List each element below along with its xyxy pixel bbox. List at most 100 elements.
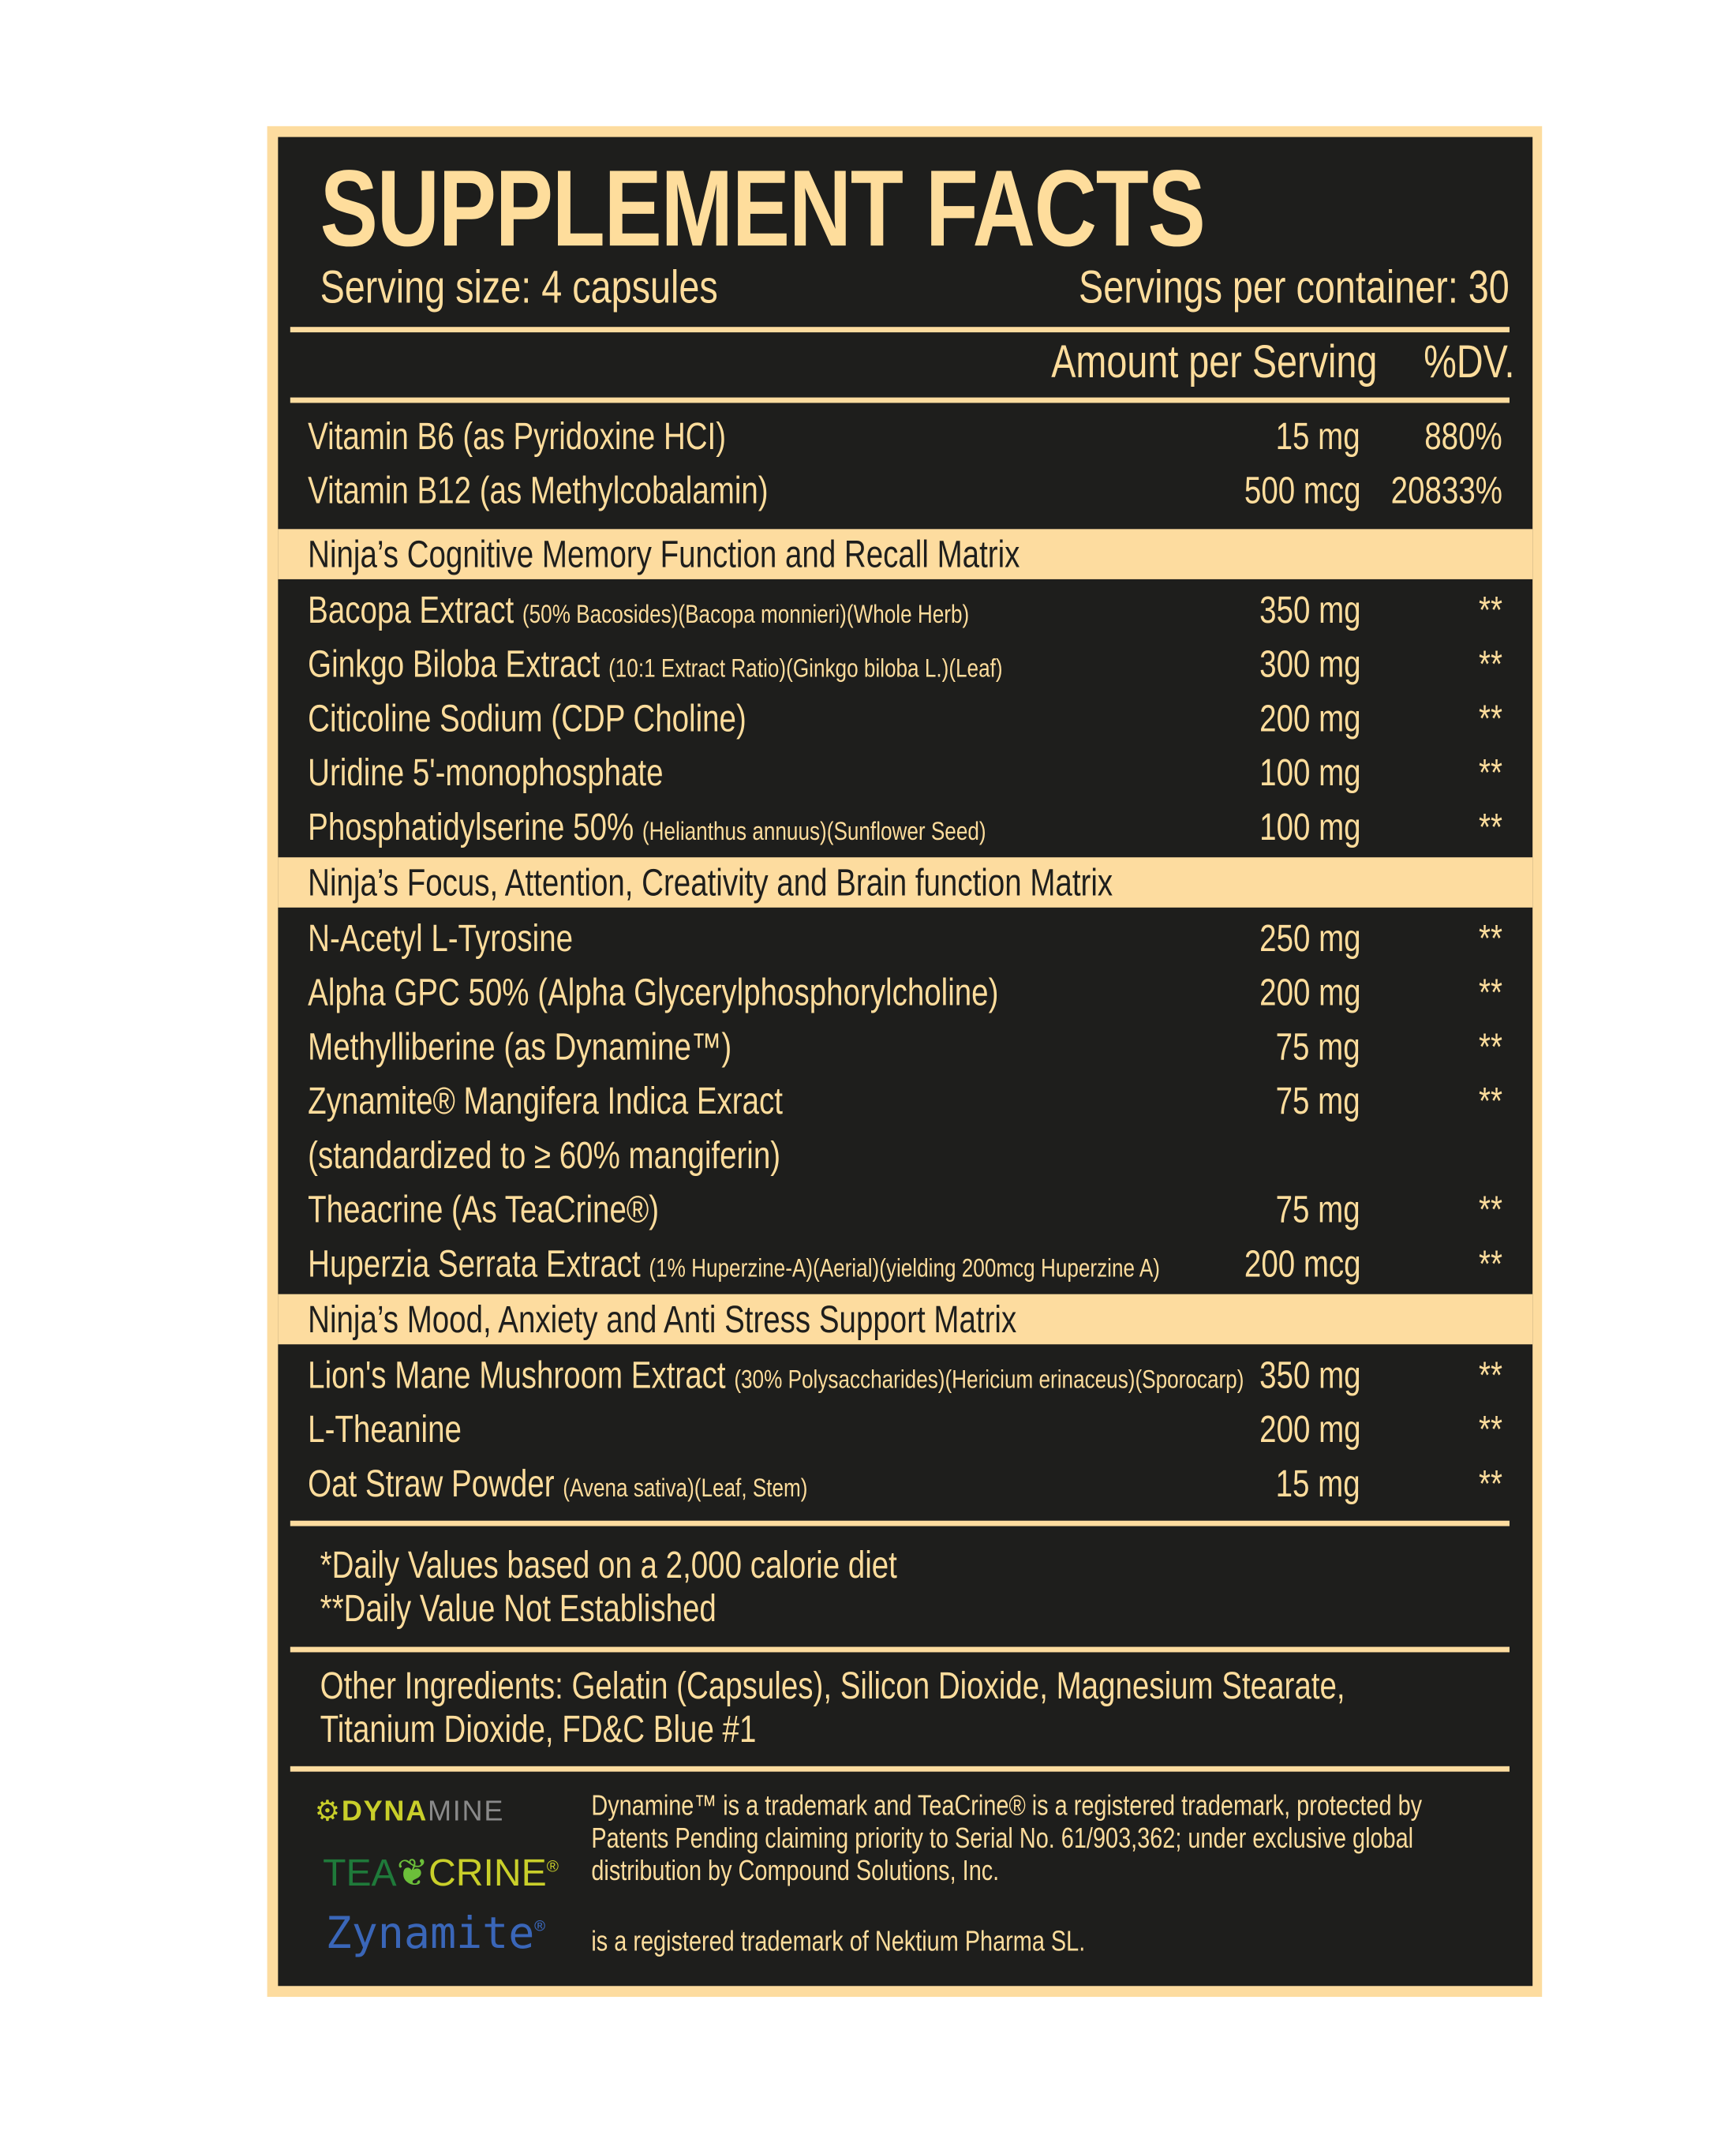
trademark-text: Dynamine™ is a trademark and TeaCrine® i… (591, 1790, 1423, 1822)
nutrient-name: L-Theanine (308, 1408, 499, 1451)
nutrient-name-main: Oat Straw Powder (308, 1462, 555, 1505)
nutrient-amount: 75 mg (1255, 1025, 1360, 1069)
section-header-band: Ninja’s Mood, Anxiety and Anti Stress Su… (278, 1294, 1533, 1345)
nutrient-amount-text: 75 mg (1275, 1188, 1360, 1230)
nutrient-name-main: Huperzia Serrata Extract (308, 1242, 641, 1285)
nutrient-name-main: Theacrine (As TeaCrine®) (308, 1188, 660, 1230)
nutrient-name-text: N-Acetyl L-Tyrosine (308, 917, 573, 961)
nutrient-name-text: Oat Straw Powder (Avena sativa)(Leaf, St… (308, 1463, 807, 1506)
nutrient-dv-text: 880% (1424, 414, 1503, 458)
trademark-text: distribution by Compound Solutions, Inc. (591, 1856, 1000, 1887)
nutrient-amount-text: 300 mg (1259, 642, 1360, 685)
nutrient-detail: (50% Bacosides)(Bacopa monnieri)(Whole H… (522, 601, 970, 630)
nutrient-amount: 100 mg (1233, 806, 1360, 849)
nutrient-amount: 15 mg (1255, 1463, 1360, 1506)
dv-header: %DV. (1424, 336, 1515, 388)
section-title: Ninja’s Mood, Anxiety and Anti Stress Su… (308, 1298, 1017, 1341)
section-title: Ninja’s Cognitive Memory Function and Re… (308, 533, 1020, 575)
nutrient-dv-text: ** (1479, 1408, 1503, 1451)
nutrient-dv-text: ** (1479, 1242, 1503, 1285)
nutrient-amount-text: 200 mg (1259, 971, 1360, 1013)
nutrient-dv: ** (1473, 1354, 1502, 1397)
nutrient-row: Bacopa Extract (50% Bacosides)(Bacopa mo… (278, 583, 1532, 638)
divider (290, 1766, 1510, 1772)
label-title: SUPPLEMENT FACTS (320, 148, 1206, 269)
nutrient-dv-text: ** (1479, 1354, 1503, 1396)
nutrient-dv-text: ** (1479, 1080, 1503, 1122)
section-title: Ninja’s Focus, Attention, Creativity and… (308, 861, 1113, 904)
nutrient-row: Citicoline Sodium (CDP Choline) 200 mg ** (278, 692, 1532, 747)
nutrient-name-main: Lion's Mane Mushroom Extract (308, 1354, 726, 1396)
nutrient-dv-text: ** (1479, 971, 1503, 1013)
nutrient-dv-text: ** (1479, 1025, 1503, 1068)
footnote-daily-values: *Daily Values based on a 2,000 calorie d… (320, 1543, 897, 1586)
nutrient-amount: 15 mg (1255, 415, 1360, 459)
nutrient-dv-text: ** (1479, 1188, 1503, 1230)
other-ingredients: Other Ingredients: Gelatin (Capsules), S… (320, 1664, 1345, 1707)
zynamite-trademark-text: is a registered trademark of Nektium Pha… (591, 1926, 1086, 1958)
nutrient-amount-text: 350 mg (1259, 588, 1360, 631)
nutrient-row: Uridine 5'-monophosphate 100 mg ** (278, 746, 1532, 800)
nutrient-dv: ** (1473, 751, 1502, 795)
leaf-icon: ❦ (396, 1852, 429, 1894)
nutrient-amount: 500 mcg (1214, 470, 1360, 513)
nutrient-name-text: Citicoline Sodium (CDP Choline) (308, 697, 746, 740)
nutrient-dv-text: ** (1479, 642, 1503, 685)
nutrient-detail: (10:1 Extract Ratio)(Ginkgo biloba L.)(L… (608, 655, 1003, 684)
section-header-band: Ninja’s Cognitive Memory Function and Re… (278, 529, 1533, 579)
nutrient-name-text: Huperzia Serrata Extract (1% Huperzine-A… (308, 1242, 1160, 1286)
serving-size: Serving size: 4 capsules (320, 261, 718, 314)
nutrient-row: Alpha GPC 50% (Alpha Glycerylphosphorylc… (278, 966, 1532, 1021)
divider (290, 1520, 1510, 1526)
nutrient-dv: ** (1473, 806, 1502, 849)
nutrient-row: (standardized to ≥ 60% mangiferin) (278, 1129, 1532, 1183)
nutrient-name: Lion's Mane Mushroom Extract (30% Polysa… (308, 1354, 1478, 1397)
nutrient-name-main: Ginkgo Biloba Extract (308, 642, 600, 685)
nutrient-name-text: (standardized to ≥ 60% mangiferin) (308, 1134, 780, 1178)
teacrine-logo: TEA❦CRINE® (323, 1852, 559, 1894)
nutrient-dv: ** (1473, 589, 1502, 632)
nutrient-amount: 200 mcg (1214, 1242, 1360, 1286)
nutrient-row: Vitamin B12 (as Methylcobalamin) 500 mcg 2… (278, 464, 1532, 519)
nutrient-row: Oat Straw Powder (Avena sativa)(Leaf, St… (278, 1457, 1532, 1511)
trademark-text: Patents Pending claiming priority to Ser… (591, 1823, 1414, 1855)
nutrient-name-text: Zynamite® Mangifera Indica Exract (308, 1080, 783, 1123)
label-panel (278, 137, 1533, 1987)
nutrient-dv: ** (1473, 643, 1502, 687)
nutrient-name: (standardized to ≥ 60% mangiferin) (308, 1134, 899, 1178)
nutrient-amount-text: 200 mcg (1244, 1242, 1360, 1285)
nutrient-name: Methylliberine (as Dynamine™) (308, 1025, 837, 1069)
nutrient-name: Oat Straw Powder (Avena sativa)(Leaf, St… (308, 1463, 933, 1506)
nutrient-row: Zynamite® Mangifera Indica Exract 75 mg ** (278, 1074, 1532, 1129)
nutrient-name-main: Uridine 5'-monophosphate (308, 751, 664, 794)
nutrient-dv-text: 20833% (1391, 469, 1503, 511)
nutrient-name-main: Vitamin B12 (as Methylcobalamin) (308, 469, 769, 511)
nutrient-dv: ** (1473, 1463, 1502, 1506)
nutrient-amount: 75 mg (1255, 1189, 1360, 1232)
divider (290, 327, 1510, 333)
nutrient-amount-text: 15 mg (1275, 1462, 1360, 1505)
other-ingredients-cont: Titanium Dioxide, FD&C Blue #1 (320, 1707, 757, 1751)
nutrient-amount-text: 200 mg (1259, 1408, 1360, 1451)
nutrient-name: Vitamin B12 (as Methylcobalamin) (308, 470, 883, 513)
nutrient-row: N-Acetyl L-Tyrosine 250 mg ** (278, 912, 1532, 966)
dynamine-logo: ⚙DYNAMINE (314, 1796, 505, 1828)
nutrient-name-main: L-Theanine (308, 1408, 462, 1451)
nutrient-dv: ** (1473, 1242, 1502, 1286)
nutrient-name-main: Citicoline Sodium (CDP Choline) (308, 697, 746, 740)
nutrient-name-text: Ginkgo Biloba Extract (10:1 Extract Rati… (308, 643, 1002, 687)
nutrient-name: Bacopa Extract (50% Bacosides)(Bacopa mo… (308, 589, 1135, 632)
nutrient-amount-text: 100 mg (1259, 805, 1360, 848)
nutrient-name: Huperzia Serrata Extract (1% Huperzine-A… (308, 1242, 1373, 1286)
nutrient-dv: ** (1473, 1080, 1502, 1123)
nutrient-name: Vitamin B6 (as Pyridoxine HCI) (308, 415, 830, 459)
nutrient-name-text: Lion's Mane Mushroom Extract (30% Polysa… (308, 1354, 1244, 1397)
nutrient-amount: 75 mg (1255, 1080, 1360, 1123)
footnote-not-established: **Daily Value Not Established (320, 1586, 716, 1630)
nutrient-name: Theacrine (As TeaCrine®) (308, 1189, 746, 1232)
nutrient-name-main: N-Acetyl L-Tyrosine (308, 916, 574, 960)
nutrient-row: Theacrine (As TeaCrine®) 75 mg ** (278, 1183, 1532, 1238)
nutrient-amount: 250 mg (1233, 917, 1360, 961)
nutrient-amount: 200 mg (1233, 972, 1360, 1015)
nutrient-detail: (1% Huperzine-A)(Aerial)(yielding 200mcg… (649, 1254, 1161, 1283)
